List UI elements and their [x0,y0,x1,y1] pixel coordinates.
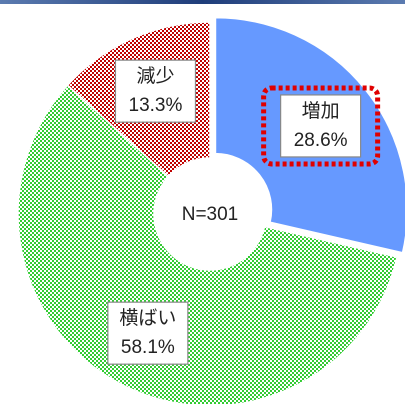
label-box [107,301,189,365]
top-bar [0,0,405,4]
data-label: 横ばい 58.1% [107,301,189,365]
donut-hole [154,158,266,270]
label-box [280,94,362,158]
label-box [114,59,197,123]
label-value: 28.6% [294,130,348,151]
labels: 増加 28.6% 横ばい 58.1% 減少 13.3% [107,59,381,365]
label-category: 横ばい [119,307,176,329]
label-value: 13.3% [129,95,183,116]
data-label: 増加 28.6% [261,85,381,167]
data-label: 減少 13.3% [114,59,197,123]
label-value: 58.1% [121,337,175,358]
center-label: N=301 [182,204,239,225]
label-category: 増加 [302,100,340,122]
highlight-frame [261,85,381,167]
label-category: 減少 [136,65,174,87]
